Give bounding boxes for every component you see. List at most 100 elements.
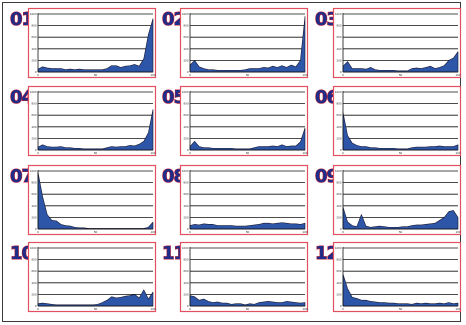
y-tick-label: 400: [336, 281, 341, 285]
x-tick-label: 50: [399, 230, 403, 234]
area-series: [37, 18, 154, 73]
area-series: [37, 171, 154, 230]
x-tick-label: 100: [455, 73, 460, 77]
x-tick-label: 0: [37, 151, 39, 155]
y-tick-label: 0: [187, 148, 189, 152]
y-tick-label: 800: [183, 258, 188, 262]
x-tick-label: 0: [342, 73, 344, 77]
panel-border: [179, 7, 309, 79]
y-tick-label: 1000: [30, 169, 37, 173]
x-tick-label: 0: [342, 230, 344, 234]
x-tick-label: 50: [94, 230, 98, 234]
y-tick-label: 400: [31, 204, 36, 208]
y-tick-label: 600: [183, 192, 188, 196]
x-tick-label: 100: [455, 151, 460, 155]
y-tick-label: 400: [336, 47, 341, 51]
x-tick-label: 100: [150, 151, 155, 155]
y-tick-label: 200: [183, 136, 188, 140]
x-tick-label: 50: [94, 151, 98, 155]
area-series: [342, 273, 459, 307]
area-series: [189, 16, 306, 73]
y-tick-label: 600: [183, 113, 188, 117]
y-tick-label: 600: [31, 113, 36, 117]
x-tick-label: 100: [302, 73, 307, 77]
area-series: [189, 127, 306, 151]
x-tick-label: 50: [246, 307, 250, 311]
y-tick-label: 800: [183, 181, 188, 185]
y-tick-label: 600: [336, 192, 341, 196]
y-tick-label: 0: [187, 227, 189, 231]
x-tick-label: 50: [94, 73, 98, 77]
y-tick-label: 1000: [30, 246, 37, 250]
x-tick-label: 0: [37, 73, 39, 77]
x-tick-label: 0: [189, 307, 191, 311]
panel-border: [332, 7, 462, 79]
y-tick-label: 0: [340, 148, 342, 152]
x-tick-label: 100: [302, 307, 307, 311]
y-tick-label: 1000: [335, 169, 342, 173]
y-tick-label: 200: [31, 58, 36, 62]
x-tick-label: 100: [455, 230, 460, 234]
x-tick-label: 50: [246, 73, 250, 77]
y-tick-label: 1000: [30, 90, 37, 94]
x-tick-label: 50: [399, 307, 403, 311]
y-tick-label: 800: [31, 258, 36, 262]
y-tick-label: 600: [336, 269, 341, 273]
area-series: [342, 112, 459, 151]
y-tick-label: 1000: [30, 12, 37, 16]
y-tick-label: 1000: [335, 90, 342, 94]
y-tick-label: 400: [31, 47, 36, 51]
x-tick-label: 50: [246, 151, 250, 155]
y-tick-label: 200: [31, 292, 36, 296]
y-tick-label: 0: [340, 304, 342, 308]
y-tick-label: 600: [31, 35, 36, 39]
y-tick-label: 800: [183, 102, 188, 106]
y-tick-label: 800: [336, 24, 341, 28]
area-series: [342, 206, 459, 230]
y-tick-label: 400: [183, 125, 188, 129]
x-tick-label: 100: [150, 73, 155, 77]
y-tick-label: 200: [336, 58, 341, 62]
y-tick-label: 400: [31, 281, 36, 285]
y-tick-label: 600: [336, 35, 341, 39]
x-tick-label: 0: [342, 151, 344, 155]
y-tick-label: 400: [183, 47, 188, 51]
x-tick-label: 100: [455, 307, 460, 311]
y-tick-label: 0: [35, 227, 37, 231]
x-tick-label: 0: [189, 230, 191, 234]
y-tick-label: 600: [31, 192, 36, 196]
y-tick-label: 600: [183, 269, 188, 273]
y-tick-label: 800: [31, 102, 36, 106]
y-tick-label: 600: [183, 35, 188, 39]
area-series: [189, 295, 306, 307]
y-tick-label: 0: [187, 304, 189, 308]
y-tick-label: 200: [31, 136, 36, 140]
y-tick-label: 200: [183, 215, 188, 219]
y-tick-label: 200: [336, 136, 341, 140]
y-tick-label: 0: [35, 304, 37, 308]
panel-border: [179, 85, 309, 157]
y-tick-label: 400: [31, 125, 36, 129]
y-tick-label: 800: [336, 258, 341, 262]
area-series: [37, 289, 154, 307]
y-tick-label: 800: [31, 24, 36, 28]
y-tick-label: 200: [183, 292, 188, 296]
y-tick-label: 800: [183, 24, 188, 28]
x-tick-label: 100: [150, 307, 155, 311]
y-tick-label: 0: [35, 70, 37, 74]
x-tick-label: 100: [302, 230, 307, 234]
y-tick-label: 0: [35, 148, 37, 152]
y-tick-label: 200: [336, 292, 341, 296]
area-series: [37, 109, 154, 151]
x-tick-label: 0: [37, 307, 39, 311]
y-tick-label: 1000: [335, 246, 342, 250]
x-tick-label: 50: [399, 73, 403, 77]
y-tick-label: 400: [183, 281, 188, 285]
y-tick-label: 0: [187, 70, 189, 74]
